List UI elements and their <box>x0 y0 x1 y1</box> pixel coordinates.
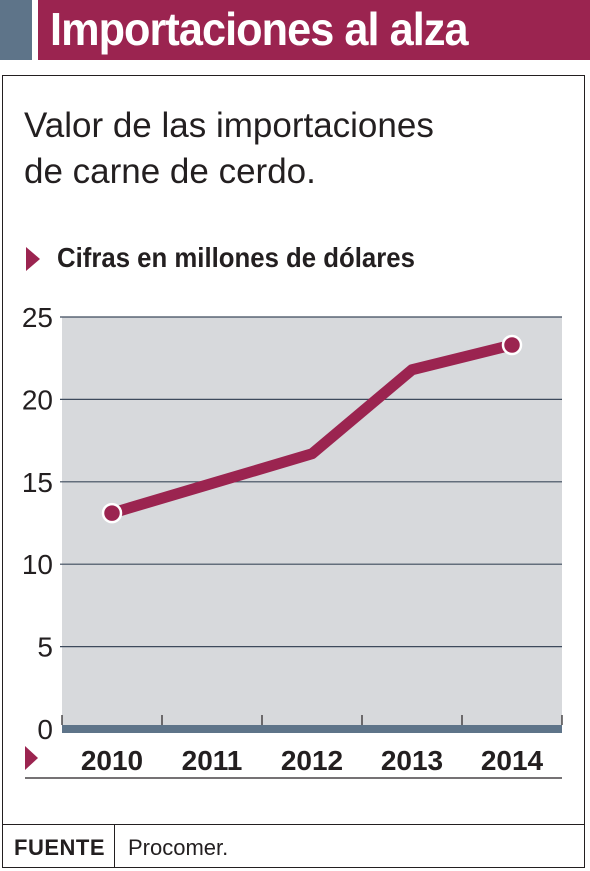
data-point-marker <box>101 502 123 524</box>
chart-subtitle: Valor de las importaciones de carne de c… <box>24 103 544 195</box>
subtitle-line-2: de carne de cerdo. <box>24 152 316 191</box>
y-tick-label: 5 <box>37 632 53 663</box>
title-accent-block <box>0 0 32 60</box>
subtitle-line-1: Valor de las importaciones <box>24 106 434 145</box>
triangle-marker-icon <box>26 247 40 271</box>
x-tick-label: 2014 <box>481 745 544 776</box>
plot-background <box>62 317 562 729</box>
x-axis-baseline <box>62 725 562 733</box>
unit-label: Cifras en millones de dólares <box>57 242 415 273</box>
x-tick-label: 2010 <box>81 745 143 776</box>
series-line <box>106 339 518 519</box>
y-tick-label: 0 <box>37 714 53 745</box>
y-tick-label: 15 <box>22 467 53 498</box>
footer-divider-line <box>2 824 585 825</box>
x-tick-label: 2013 <box>381 745 443 776</box>
y-tick-label: 10 <box>22 549 53 580</box>
source-label: FUENTE <box>14 835 105 860</box>
chart-frame <box>2 75 585 868</box>
footer-vertical-divider <box>114 825 115 868</box>
title-bar: Importaciones al alza <box>38 0 590 60</box>
y-tick-label: 20 <box>22 384 53 415</box>
line-chart: 0 5 10 15 20 25 2010 2011 2012 2013 2014 <box>22 302 563 779</box>
data-point-marker <box>501 334 523 356</box>
y-tick-label: 25 <box>22 302 53 333</box>
x-tick-label: 2011 <box>182 745 243 776</box>
triangle-marker-icon <box>25 746 38 770</box>
source-text: Procomer. <box>128 835 229 860</box>
page-title: Importaciones al alza <box>50 3 469 55</box>
x-tick-label: 2012 <box>281 745 343 776</box>
